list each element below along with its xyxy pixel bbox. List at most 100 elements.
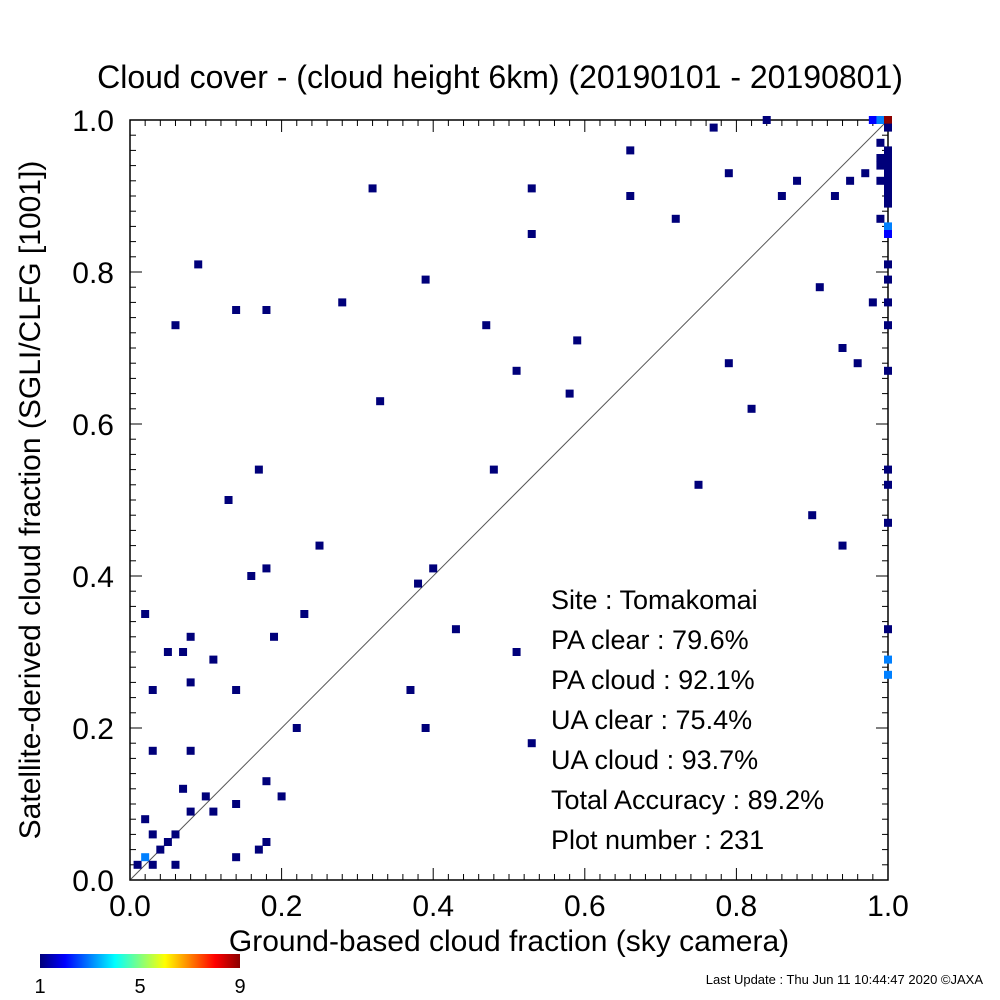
data-point xyxy=(884,169,892,178)
stat-line: Total Accuracy : 89.2% xyxy=(551,785,824,815)
data-point xyxy=(247,572,256,580)
stat-line: UA clear : 75.4% xyxy=(551,705,752,735)
data-point xyxy=(163,838,172,846)
data-point xyxy=(429,564,438,573)
data-point xyxy=(527,184,536,193)
data-point xyxy=(876,214,885,223)
one-to-one-line xyxy=(129,119,889,881)
data-point xyxy=(884,222,892,231)
data-point xyxy=(300,610,309,618)
stat-line: Site : Tomakomai xyxy=(551,585,758,615)
data-point xyxy=(232,853,241,862)
stat-line: Plot number : 231 xyxy=(551,825,764,855)
data-point xyxy=(884,260,892,269)
data-point xyxy=(186,632,195,641)
x-tick-label: 0.8 xyxy=(716,890,758,923)
data-point xyxy=(876,161,885,170)
data-point xyxy=(277,792,286,801)
data-point xyxy=(884,154,892,162)
data-point xyxy=(846,176,855,185)
data-point xyxy=(884,366,892,375)
data-point xyxy=(368,184,377,193)
data-point xyxy=(868,298,877,307)
data-point xyxy=(489,465,498,474)
colorbar xyxy=(40,954,240,968)
data-point xyxy=(884,670,892,679)
data-point xyxy=(148,686,157,694)
data-point xyxy=(777,192,786,200)
data-point xyxy=(830,192,839,200)
data-point xyxy=(148,746,157,755)
y-tick-label: 0.8 xyxy=(72,257,114,290)
data-point xyxy=(194,260,203,269)
y-tick-label: 0.6 xyxy=(72,409,114,442)
data-point xyxy=(884,465,892,474)
y-tick-label: 1.0 xyxy=(72,105,114,138)
data-point xyxy=(884,518,892,527)
data-point xyxy=(201,792,210,801)
data-point xyxy=(884,199,892,208)
data-point xyxy=(884,321,892,330)
footer-text: Last Update : Thu Jun 11 10:44:47 2020 ©… xyxy=(706,972,984,987)
data-point xyxy=(884,176,892,185)
data-point xyxy=(254,845,263,854)
data-point xyxy=(179,648,188,656)
data-point xyxy=(451,625,460,634)
data-point xyxy=(884,184,892,193)
data-point xyxy=(171,860,180,869)
data-point xyxy=(861,169,870,178)
colorbar-tick-label: 1 xyxy=(34,976,45,998)
data-point xyxy=(884,116,892,124)
data-point xyxy=(376,397,385,406)
data-point xyxy=(315,541,324,550)
data-point xyxy=(626,146,635,155)
data-point xyxy=(179,784,188,793)
data-point xyxy=(209,655,218,664)
data-point xyxy=(141,853,150,862)
data-point xyxy=(262,838,271,846)
data-point xyxy=(724,359,733,368)
data-point xyxy=(482,321,491,330)
data-point xyxy=(156,845,165,854)
data-point xyxy=(186,678,195,687)
x-tick-labels: 0.0 0.2 0.4 0.6 0.8 1.0 xyxy=(109,890,909,923)
x-tick-label: 0.0 xyxy=(109,890,151,923)
data-point xyxy=(868,116,877,124)
data-point xyxy=(186,746,195,755)
data-point xyxy=(232,306,241,314)
x-tick-label: 0.6 xyxy=(564,890,606,923)
data-point xyxy=(808,511,817,520)
x-axis-label: Ground-based cloud fraction (sky camera) xyxy=(229,925,789,958)
data-point xyxy=(262,777,271,786)
data-point xyxy=(414,579,423,588)
minor-ticks xyxy=(130,120,888,880)
colorbar-tick-label: 9 xyxy=(234,976,245,998)
data-point xyxy=(163,648,172,656)
data-point xyxy=(338,298,347,307)
y-tick-label: 0.0 xyxy=(72,865,114,898)
data-point xyxy=(838,541,847,550)
data-point xyxy=(421,724,430,732)
data-point xyxy=(292,724,301,732)
data-point xyxy=(512,648,521,656)
data-point xyxy=(815,283,824,292)
data-point xyxy=(884,480,892,489)
colorbar-labels: 1 5 9 xyxy=(34,976,245,998)
data-point xyxy=(884,625,892,634)
plot-area xyxy=(129,116,892,881)
data-point xyxy=(148,860,157,869)
y-axis-label: Satellite-derived cloud fraction (SGLI/C… xyxy=(14,161,47,840)
data-point xyxy=(884,146,892,155)
data-point xyxy=(884,192,892,200)
x-tick-label: 0.4 xyxy=(412,890,454,923)
data-point xyxy=(884,161,892,170)
data-point xyxy=(141,815,150,824)
data-point xyxy=(209,807,218,816)
x-tick-label: 1.0 xyxy=(867,890,909,923)
data-point xyxy=(171,321,180,330)
data-point xyxy=(406,686,415,694)
data-point xyxy=(694,480,703,489)
data-point xyxy=(262,564,271,573)
data-point xyxy=(171,830,180,839)
y-tick-label: 0.4 xyxy=(72,561,114,594)
